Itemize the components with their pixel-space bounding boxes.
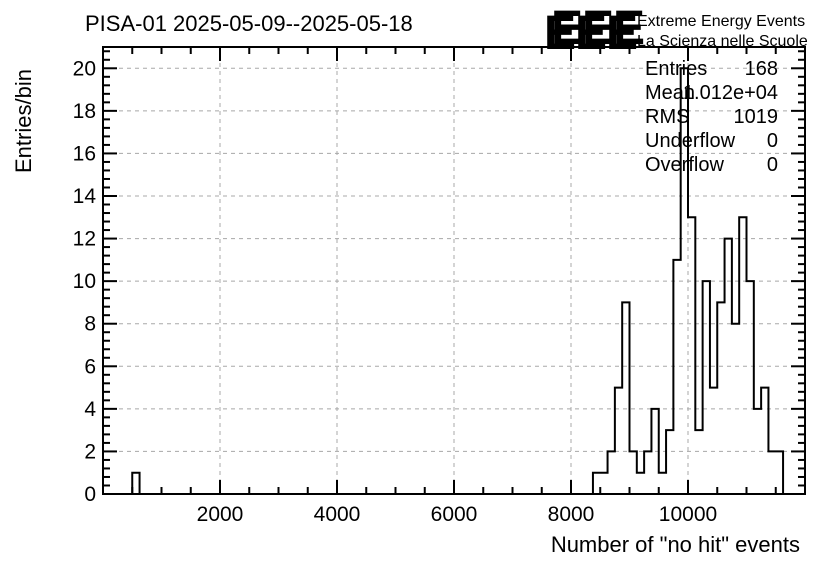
histogram-outline	[103, 67, 805, 495]
stats-underflow-label: Underflow	[645, 130, 736, 152]
eee-logo-subtitle-1: Extreme Energy Events	[637, 13, 805, 30]
stats-entries-value: 168	[745, 58, 778, 80]
stats-rms-label: RMS	[645, 106, 689, 128]
y-tick-label: 14	[73, 185, 97, 208]
stats-mean-label: Mean	[645, 82, 695, 104]
gridlines	[103, 47, 805, 494]
x-tick-labels: 2000 4000 6000 8000 10000	[197, 503, 718, 526]
y-tick-label: 2	[84, 440, 96, 463]
x-tick-label: 2000	[197, 503, 244, 526]
axis-ticks	[103, 47, 805, 494]
stats-rms-value: 1019	[734, 106, 779, 128]
y-tick-label: 10	[73, 270, 96, 293]
y-tick-label: 6	[84, 355, 96, 378]
eee-logo: EEE EEE Extreme Energy Events La Scienza…	[544, 2, 808, 60]
eee-logo-text: EEE	[544, 7, 637, 60]
x-tick-label: 10000	[659, 503, 717, 526]
x-tick-label: 8000	[548, 503, 595, 526]
stats-underflow-value: 0	[767, 130, 778, 152]
stats-overflow-value: 0	[767, 154, 778, 176]
x-axis-title: Number of "no hit" events	[551, 532, 800, 557]
y-axis-title: Entries/bin	[11, 69, 36, 173]
y-tick-label: 4	[84, 398, 96, 421]
y-tick-label: 0	[84, 483, 96, 506]
plot-title: PISA-01 2025-05-09--2025-05-18	[85, 11, 413, 36]
y-tick-labels: 0 2 4 6 8 10 12 14 16 18 20	[73, 57, 97, 506]
y-tick-label: 16	[73, 142, 96, 165]
stats-mean-value: 1.012e+04	[683, 82, 778, 104]
y-tick-label: 12	[73, 228, 96, 251]
stats-box: Entries 168 Mean 1.012e+04 RMS 1019 Unde…	[645, 58, 778, 176]
y-tick-label: 18	[73, 100, 96, 123]
x-tick-label: 4000	[314, 503, 361, 526]
y-tick-label: 20	[73, 57, 96, 80]
eee-logo-subtitle-2: La Scienza nelle Scuole	[637, 33, 808, 50]
stats-entries-label: Entries	[645, 58, 707, 80]
x-tick-label: 6000	[431, 503, 478, 526]
eee-logo-shadow: EEE	[551, 2, 644, 55]
y-tick-label: 8	[84, 313, 96, 336]
stats-overflow-label: Overflow	[645, 154, 724, 176]
